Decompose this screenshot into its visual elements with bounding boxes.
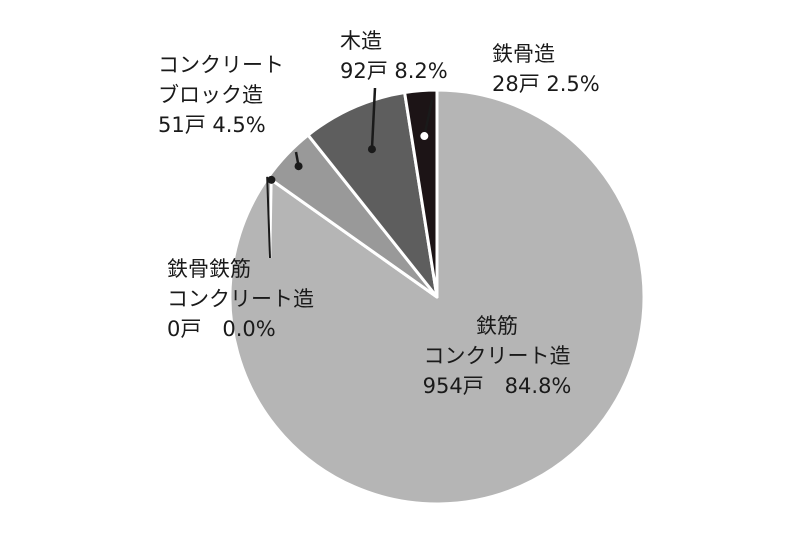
label-cb-name-2: ブロック造 [158, 83, 263, 107]
label-src-value: 0戸 0.0% [167, 317, 276, 341]
slice-steel [403, 88, 439, 299]
label-rc-value: 954戸 84.8% [423, 374, 572, 398]
leader-steel-line [423, 99, 434, 137]
label-steel-value: 28戸 2.5% [492, 72, 600, 96]
leader-lines [266, 87, 434, 259]
label-wood-name: 木造 [340, 29, 382, 53]
leader-steel-dot [420, 132, 429, 141]
slice-wood [306, 91, 439, 299]
leader-src-dot [267, 175, 276, 184]
pie-slices [228, 88, 646, 506]
label-src-name-2: コンクリート造 [167, 287, 314, 311]
leader-src-line-outer [266, 176, 271, 259]
label-src: 鉄骨鉄筋 コンクリート造 0戸 0.0% [167, 257, 314, 341]
label-cb-name-1: コンクリート [158, 53, 284, 77]
leader-cb-dot [294, 162, 303, 171]
label-wood: 木造 92戸 8.2% [340, 29, 448, 83]
label-rc-name-1: 鉄筋 [476, 314, 518, 338]
leader-wood-line [370, 87, 377, 150]
label-steel-name: 鉄骨造 [492, 42, 555, 66]
leader-wood-dot [367, 145, 376, 154]
label-rc: 鉄筋 コンクリート造 954戸 84.8% [423, 314, 572, 398]
label-wood-value: 92戸 8.2% [340, 59, 448, 83]
label-cb: コンクリート ブロック造 51戸 4.5% [158, 53, 284, 137]
label-rc-name-2: コンクリート造 [424, 344, 571, 368]
label-steel: 鉄骨造 28戸 2.5% [492, 42, 600, 96]
label-cb-value: 51戸 4.5% [158, 113, 266, 137]
label-src-name-1: 鉄骨鉄筋 [167, 257, 251, 281]
